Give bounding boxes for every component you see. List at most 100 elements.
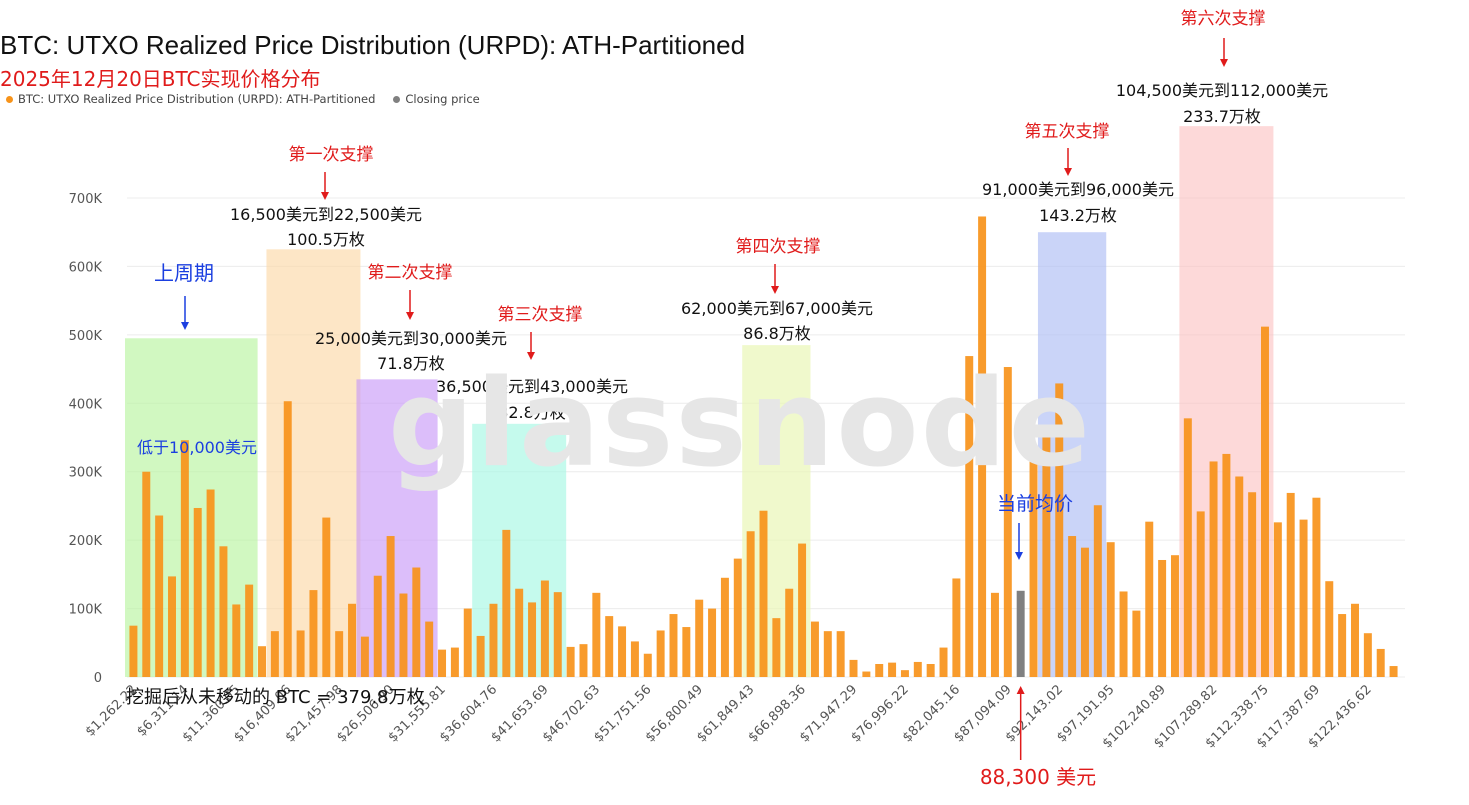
bar xyxy=(270,631,279,677)
bar xyxy=(618,626,627,677)
previous-cycle-arrow-icon xyxy=(181,322,189,330)
bar xyxy=(258,646,267,677)
support-label-3: 第三次支撑 xyxy=(498,305,583,325)
legend-label-urpd: BTC: UTXO Realized Price Distribution (U… xyxy=(18,92,376,106)
bar xyxy=(682,627,691,677)
support-amount-6: 233.7万枚 xyxy=(1183,107,1261,126)
bar xyxy=(180,440,189,677)
bar xyxy=(913,661,922,677)
support-arrow-icon-6 xyxy=(1220,59,1228,67)
bar xyxy=(1312,497,1321,677)
bar xyxy=(1248,492,1257,677)
bar xyxy=(566,646,575,677)
closing-price-label: 88,300 美元 xyxy=(980,765,1096,789)
bar xyxy=(579,644,588,677)
chart-title: BTC: UTXO Realized Price Distribution (U… xyxy=(0,30,746,60)
support-arrow-icon-3 xyxy=(527,352,535,360)
bar xyxy=(720,577,729,677)
support-range-3: 36,500美元到43,000美元 xyxy=(436,377,628,396)
bar xyxy=(1068,536,1077,677)
bar xyxy=(1273,522,1282,677)
closing-price-arrow-icon xyxy=(1016,686,1025,694)
bar xyxy=(1145,521,1154,677)
bar xyxy=(1209,461,1218,677)
bar xyxy=(643,653,652,677)
y-tick-label: 500K xyxy=(69,329,103,344)
bar xyxy=(232,604,241,677)
bar xyxy=(1158,559,1167,677)
support-range-1: 16,500美元到22,500美元 xyxy=(230,205,422,224)
bar xyxy=(823,631,832,677)
support-zone-3 xyxy=(356,379,438,677)
bar xyxy=(605,616,614,677)
bar xyxy=(1119,591,1128,677)
bar xyxy=(888,662,897,677)
bar xyxy=(1029,456,1038,677)
bar xyxy=(1260,326,1269,677)
support-label-4: 第四次支撑 xyxy=(736,237,821,257)
support-arrow-icon-4 xyxy=(771,286,779,294)
bar xyxy=(1286,492,1295,677)
orange-dot-icon xyxy=(6,95,13,103)
support-range-2: 25,000美元到30,000美元 xyxy=(315,329,507,348)
bar xyxy=(1003,367,1012,677)
y-tick-label: 600K xyxy=(69,260,103,275)
bar xyxy=(708,608,717,677)
bar xyxy=(1376,648,1385,677)
bar xyxy=(785,588,794,677)
legend-item-closing-price[interactable]: Closing price xyxy=(393,92,480,106)
bar xyxy=(1080,547,1089,677)
support-range-5: 91,000美元到96,000美元 xyxy=(982,180,1174,199)
bar xyxy=(142,471,151,677)
bar xyxy=(1235,476,1244,677)
bar xyxy=(502,529,511,677)
bar xyxy=(540,580,549,677)
bar xyxy=(836,631,845,677)
bar xyxy=(759,510,768,677)
bar xyxy=(875,663,884,677)
bar xyxy=(1325,581,1334,677)
bar xyxy=(425,621,434,677)
bar xyxy=(1093,505,1102,677)
bar xyxy=(630,641,639,677)
bar xyxy=(862,671,871,677)
bar xyxy=(695,599,704,677)
bar xyxy=(296,630,305,677)
bar xyxy=(1363,633,1372,677)
bar xyxy=(463,608,472,677)
current-average-label: 当前均价 xyxy=(997,493,1073,515)
bar xyxy=(798,543,807,677)
bar xyxy=(360,636,369,677)
bar xyxy=(1183,418,1192,677)
support-label-6: 第六次支撑 xyxy=(1181,9,1266,29)
watermark: glassnode xyxy=(388,355,1093,494)
bar xyxy=(348,603,357,677)
bar xyxy=(168,576,176,677)
bar xyxy=(1132,610,1141,677)
bar xyxy=(515,588,524,677)
y-tick-label: 300K xyxy=(69,466,103,481)
bar xyxy=(926,663,935,677)
bar xyxy=(553,592,562,677)
bar xyxy=(206,489,215,677)
bar xyxy=(335,631,344,677)
bar xyxy=(450,647,459,677)
bar xyxy=(1106,542,1115,677)
legend-item-urpd[interactable]: BTC: UTXO Realized Price Distribution (U… xyxy=(6,92,375,106)
bar xyxy=(322,517,331,677)
bar xyxy=(669,614,678,677)
bar xyxy=(1299,519,1308,677)
bar xyxy=(399,593,408,677)
bar xyxy=(1351,603,1359,677)
support-label-2: 第二次支撑 xyxy=(368,263,453,283)
bar xyxy=(952,578,961,677)
bar xyxy=(489,603,498,677)
support-amount-1: 100.5万枚 xyxy=(287,230,365,249)
support-label-5: 第五次支撑 xyxy=(1025,122,1110,142)
chart-subtitle: 2025年12月20日BTC实现价格分布 xyxy=(0,67,321,91)
bar xyxy=(129,625,138,677)
mined-never-moved-note: 挖掘后从未移动的 BTC = 379.8万枚 xyxy=(126,687,425,708)
bar xyxy=(528,602,537,677)
support-range-4: 62,000美元到67,000美元 xyxy=(681,299,873,318)
